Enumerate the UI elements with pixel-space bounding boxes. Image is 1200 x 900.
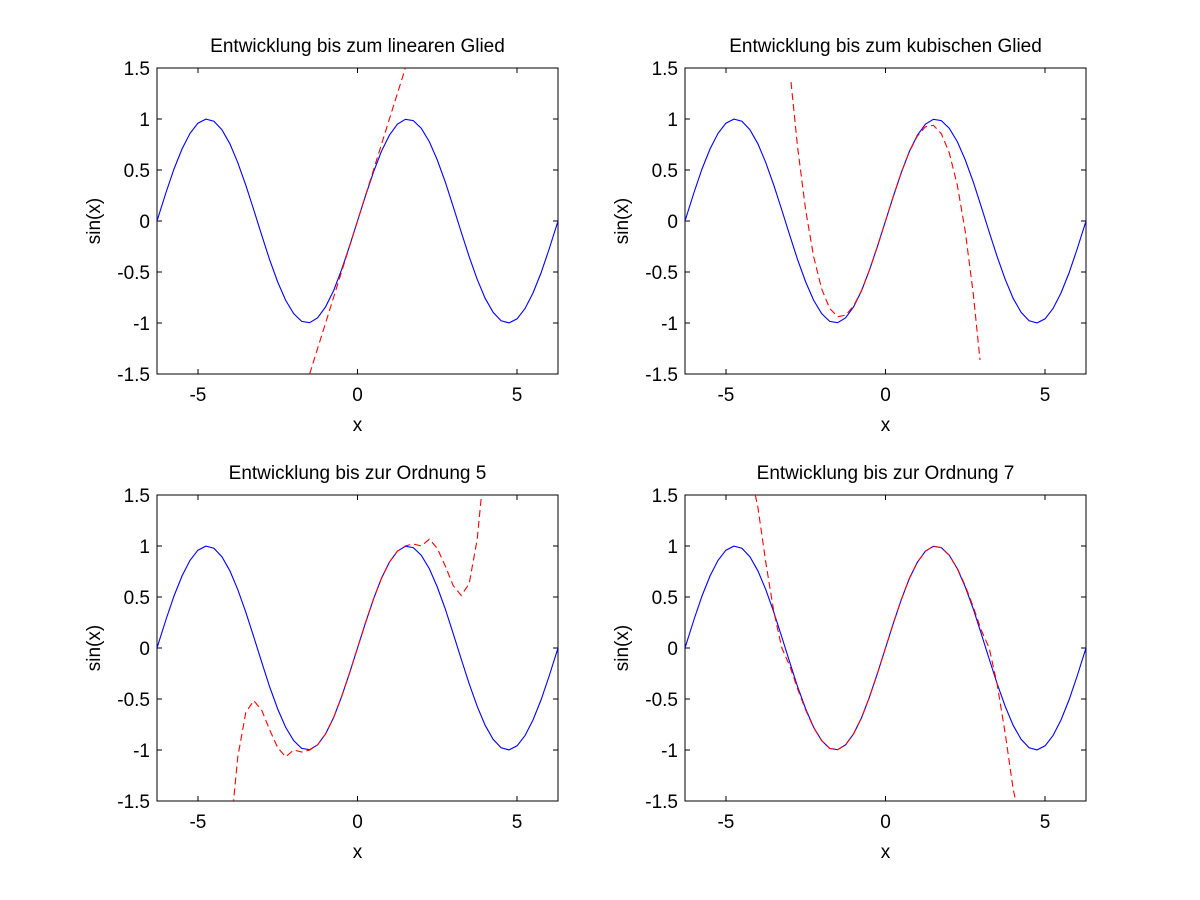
x-axis-label: x <box>353 415 363 436</box>
x-tick-label: 0 <box>352 385 363 406</box>
y-tick-label: 1 <box>139 110 150 131</box>
y-tick-label: 0 <box>139 212 150 233</box>
y-tick-label: -1 <box>661 741 678 762</box>
x-tick-label: 0 <box>880 385 891 406</box>
x-tick-label: 5 <box>512 812 523 833</box>
x-axis-label: x <box>353 842 363 863</box>
subplot-1: -5 0 5 -1.5 -1 -0.5 0 0.5 1 1.5 Entwicklung bis zu… <box>84 36 559 436</box>
subplot-title: Entwicklung bis zur Ordnung 5 <box>229 463 487 484</box>
x-tick-label: 5 <box>512 385 523 406</box>
subplot-2: -5 0 5 -1.5 -1 -0.5 0 0.5 1 1.5 Entwicklung bis zu… <box>612 36 1087 436</box>
subplot-4: -5 0 5 -1.5 -1 -0.5 0 0.5 1 1.5 Entwicklung bis zu… <box>612 463 1087 863</box>
y-tick-label: -1.5 <box>645 365 678 386</box>
y-axis-label: sin(x) <box>612 198 633 244</box>
y-tick-label: -0.5 <box>117 690 150 711</box>
x-axis-label: x <box>881 842 891 863</box>
subplot-3: -5 0 5 -1.5 -1 -0.5 0 0.5 1 1.5 Entwicklung bis zu… <box>84 463 559 863</box>
y-tick-label: -1 <box>133 314 150 335</box>
y-tick-label: 1 <box>139 537 150 558</box>
y-tick-label: 1.5 <box>652 59 678 80</box>
y-tick-label: -1.5 <box>117 365 150 386</box>
x-tick-label: -5 <box>717 385 734 406</box>
y-tick-label: 0.5 <box>124 161 150 182</box>
y-tick-label: 0 <box>667 212 678 233</box>
y-tick-label: 0 <box>667 639 678 660</box>
y-tick-label: 1 <box>667 110 678 131</box>
x-tick-label: -5 <box>189 385 206 406</box>
y-tick-label: 1.5 <box>652 486 678 507</box>
y-tick-label: -0.5 <box>117 263 150 284</box>
subplot-title: Entwicklung bis zur Ordnung 7 <box>757 463 1015 484</box>
y-tick-label: -1 <box>661 314 678 335</box>
x-tick-label: 0 <box>352 812 363 833</box>
y-tick-label: 1.5 <box>124 59 150 80</box>
y-tick-label: 1 <box>667 537 678 558</box>
y-tick-label: 1.5 <box>124 486 150 507</box>
taylor-approximation-line <box>309 68 406 374</box>
y-axis-label: sin(x) <box>612 625 633 671</box>
taylor-approximation-line <box>754 495 1017 801</box>
y-tick-label: -0.5 <box>645 690 678 711</box>
subplot-title: Entwicklung bis zum kubischen Glied <box>729 36 1042 57</box>
y-tick-label: 0.5 <box>652 161 678 182</box>
subplot-title: Entwicklung bis zum linearen Glied <box>210 36 505 57</box>
x-tick-label: 5 <box>1040 385 1051 406</box>
y-tick-label: 0.5 <box>124 588 150 609</box>
x-tick-label: -5 <box>189 812 206 833</box>
sine-curve-line <box>157 545 558 751</box>
x-tick-label: -5 <box>717 812 734 833</box>
y-tick-label: 0.5 <box>652 588 678 609</box>
y-axis-label: sin(x) <box>84 625 105 671</box>
y-tick-label: -1 <box>133 741 150 762</box>
y-tick-label: -1.5 <box>645 792 678 813</box>
x-axis-label: x <box>881 415 891 436</box>
y-axis-label: sin(x) <box>84 198 105 244</box>
taylor-approximation-line <box>232 495 483 801</box>
x-tick-label: 5 <box>1040 812 1051 833</box>
y-tick-label: -1.5 <box>117 792 150 813</box>
taylor-approximation-line <box>790 82 981 360</box>
x-tick-label: 0 <box>880 812 891 833</box>
y-tick-label: -0.5 <box>645 263 678 284</box>
y-tick-label: 0 <box>139 639 150 660</box>
